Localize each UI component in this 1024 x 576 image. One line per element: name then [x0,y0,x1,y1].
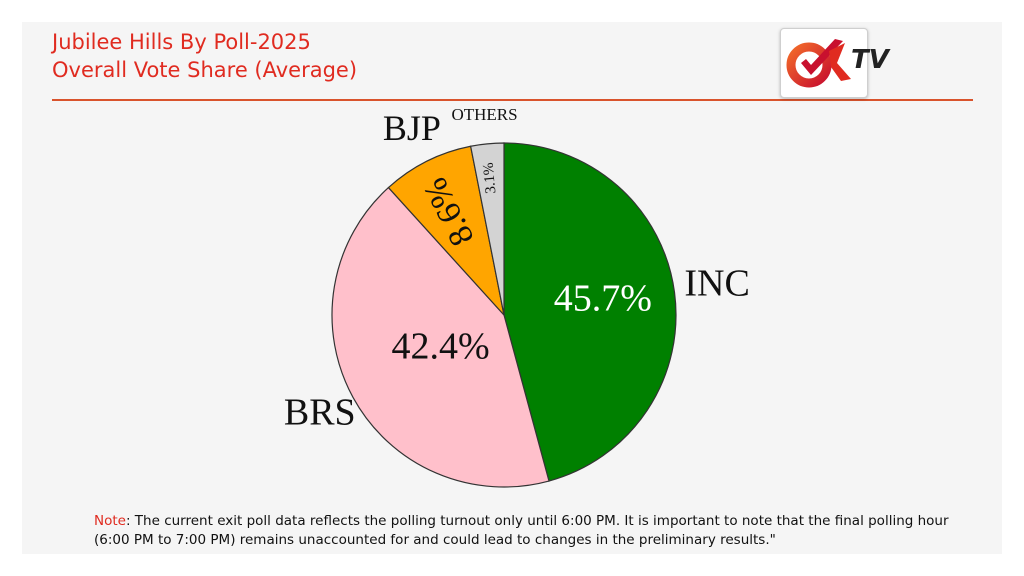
pie-slice-inc [503,142,677,482]
ok-check-logo-icon [786,39,851,88]
pie-slice-brs [331,186,550,488]
category-label-inc: INC [684,262,749,304]
category-label-brs: BRS [284,391,356,433]
footnote-text: : The current exit poll data reflects th… [94,513,949,548]
pie-slice-others [469,142,505,316]
chart-title-line2: Overall Vote Share (Average) [52,58,358,82]
logo-text: TV [851,45,889,75]
header-divider [52,99,973,101]
data-label-brs: 42.4% [392,325,490,367]
slide: Jubilee Hills By Poll-2025 Overall Vote … [22,22,1002,554]
chart-title-line1: Jubilee Hills By Poll-2025 [52,30,311,54]
footnote: Note: The current exit poll data reflect… [94,512,974,550]
logo: TV [780,28,889,98]
category-label-others: OTHERS [451,105,517,124]
category-label-bjp: BJP [383,108,441,148]
data-label-inc: 45.7% [554,278,652,320]
data-label-others: 3.1% [481,162,500,195]
footnote-label: Note [94,513,126,529]
pie-slice-bjp [387,145,506,318]
